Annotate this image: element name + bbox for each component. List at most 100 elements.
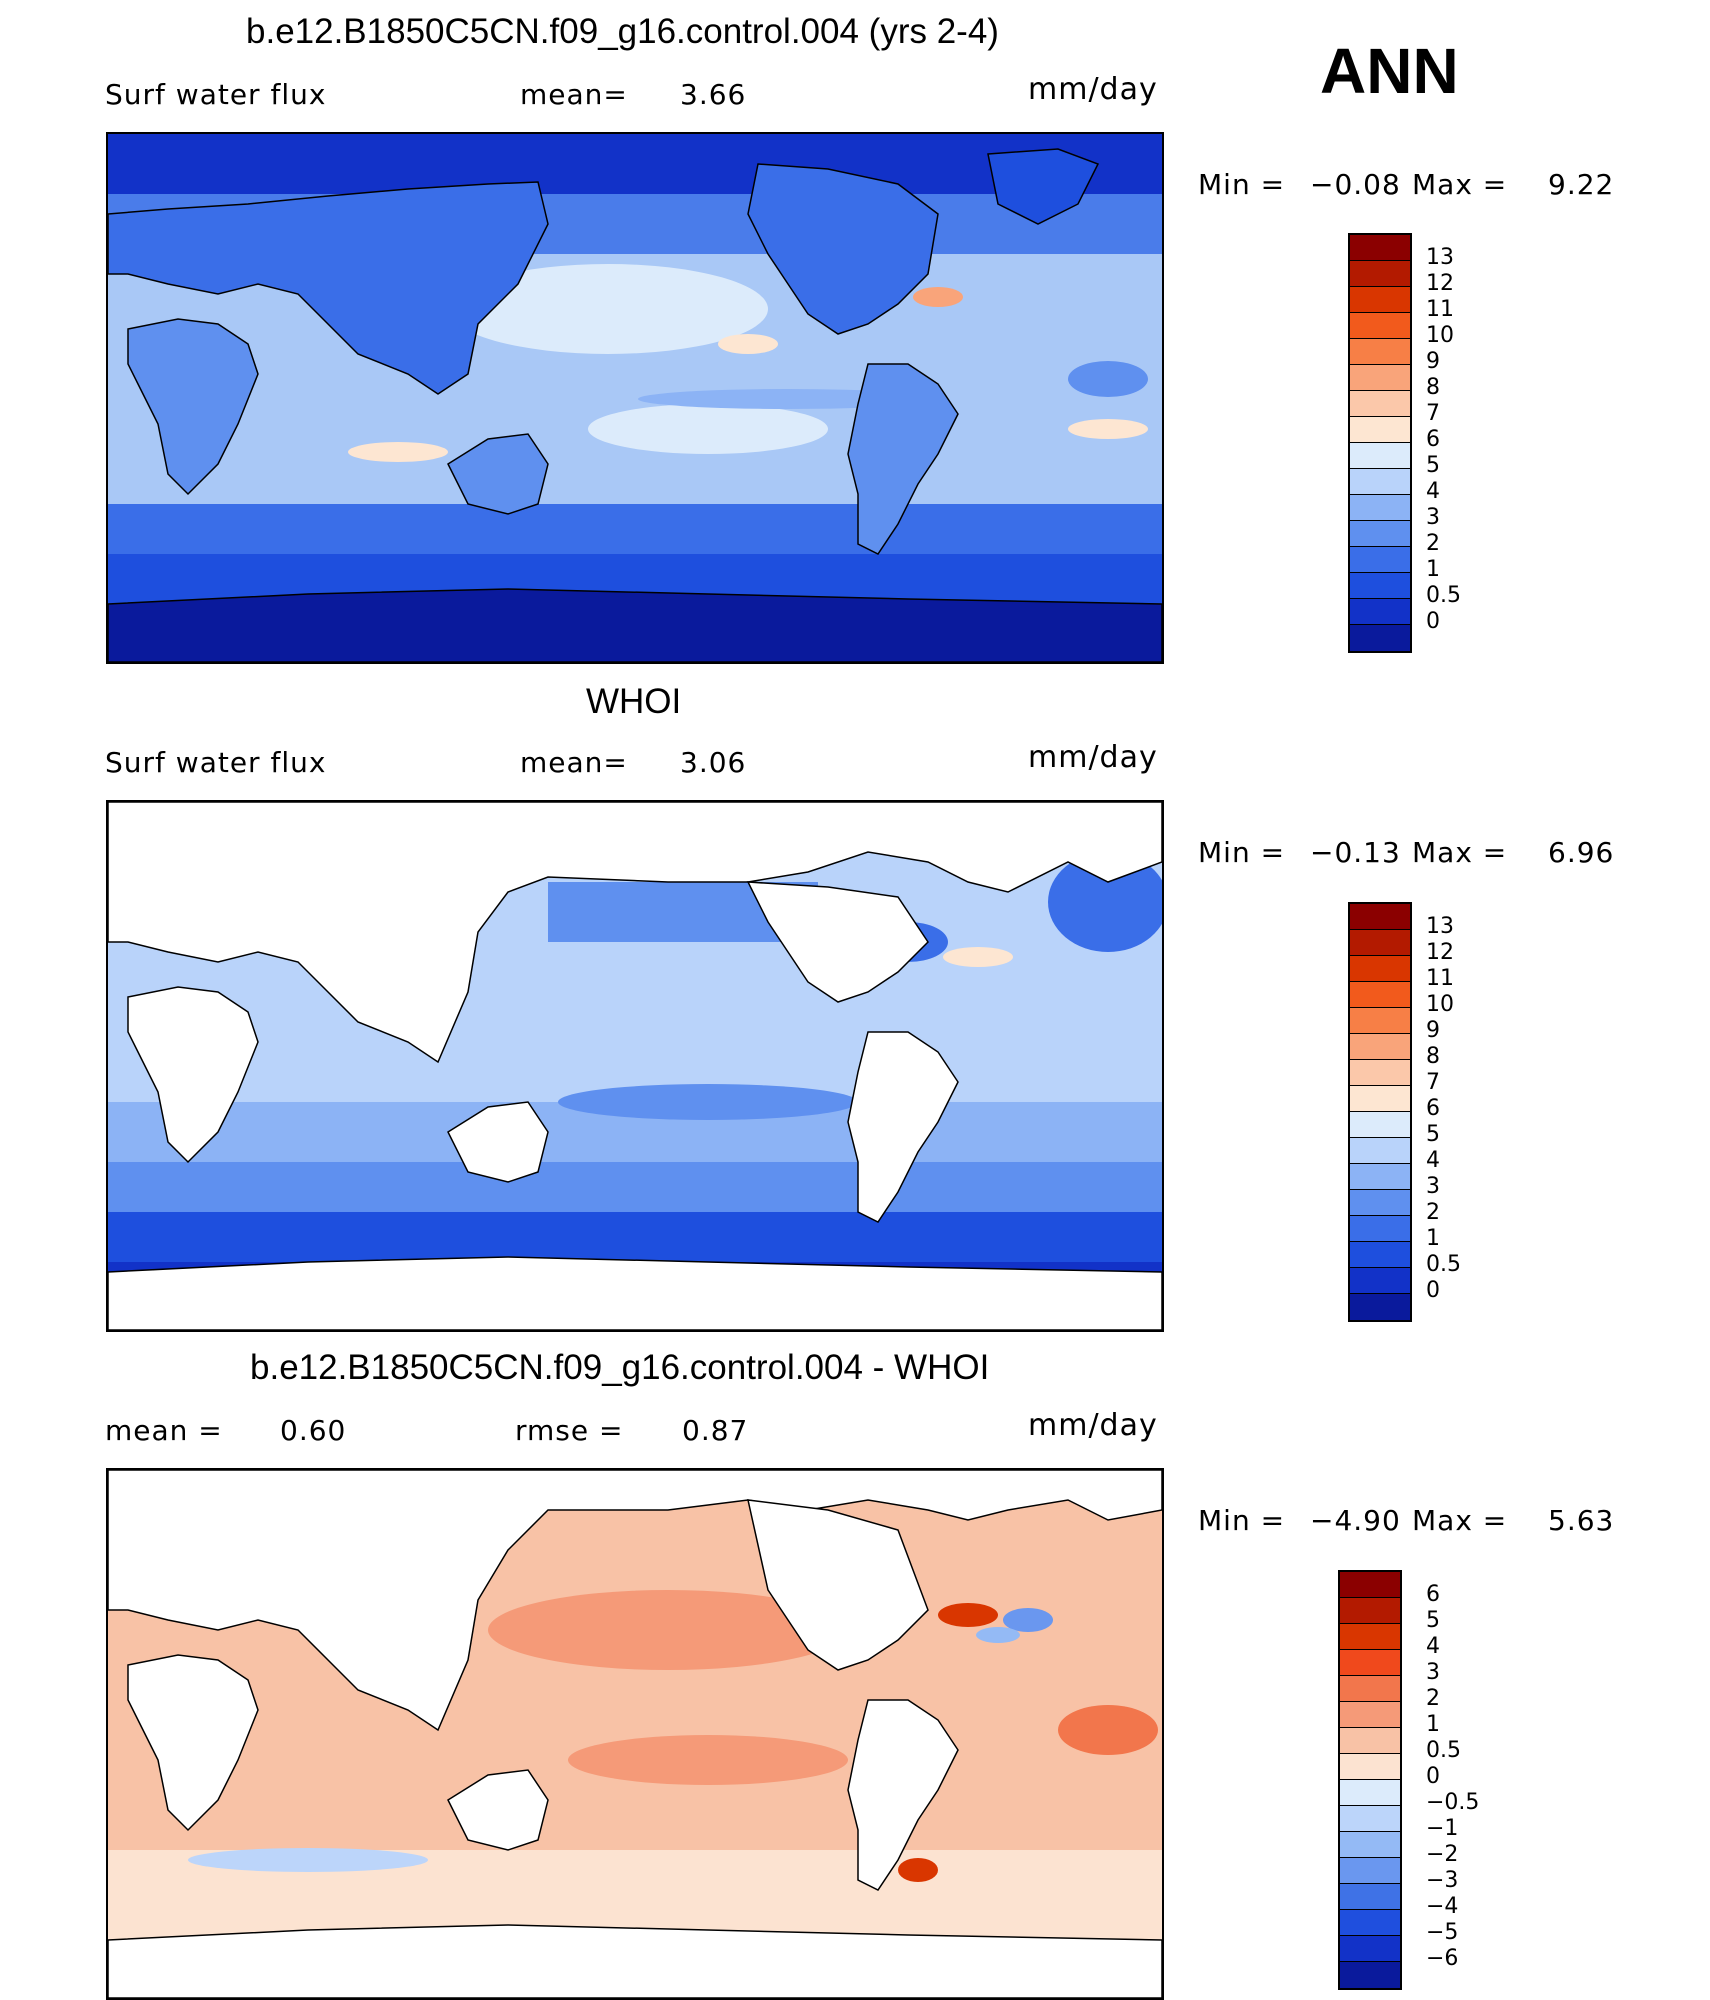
- panel2-max-value: 6.96: [1548, 836, 1615, 869]
- panel2-mean-value: 3.06: [680, 746, 747, 779]
- colorbar-tick-label: 9: [1426, 349, 1440, 374]
- panel1-mean-value: 3.66: [680, 78, 747, 111]
- panel2-min-value: −0.13: [1310, 836, 1401, 869]
- panel2-max-label: Max =: [1412, 836, 1508, 869]
- colorbar-tick-label: −2: [1426, 1842, 1459, 1867]
- panel3-colorbar: [1338, 1570, 1402, 1990]
- panel2-units: mm/day: [1028, 740, 1158, 775]
- colorbar-segment: [1350, 1164, 1410, 1190]
- panel1-units: mm/day: [1028, 72, 1158, 107]
- colorbar-tick-label: −5: [1426, 1920, 1459, 1945]
- colorbar-segment: [1350, 235, 1410, 261]
- colorbar-tick-label: 0.5: [1426, 1252, 1461, 1277]
- colorbar-tick-label: 2: [1426, 1200, 1440, 1225]
- colorbar-tick-label: 4: [1426, 1634, 1440, 1659]
- colorbar-tick-label: 6: [1426, 1582, 1440, 1607]
- colorbar-segment: [1350, 469, 1410, 495]
- colorbar-tick-label: −4: [1426, 1894, 1459, 1919]
- panel1-mean-label: mean=: [520, 78, 628, 111]
- colorbar-segment: [1350, 365, 1410, 391]
- panel3-max-label: Max =: [1412, 1504, 1508, 1537]
- colorbar-tick-label: 6: [1426, 1096, 1440, 1121]
- panel1-map: [106, 132, 1164, 664]
- colorbar-tick-label: −3: [1426, 1868, 1459, 1893]
- colorbar-tick-label: 0: [1426, 1764, 1440, 1789]
- colorbar-segment: [1340, 1572, 1400, 1598]
- colorbar-segment: [1340, 1858, 1400, 1884]
- panel3-mean-label: mean =: [105, 1414, 223, 1447]
- panel1-min-value: −0.08: [1310, 168, 1401, 201]
- colorbar-tick-label: 13: [1426, 914, 1454, 939]
- colorbar-tick-label: 3: [1426, 505, 1440, 530]
- colorbar-tick-label: 11: [1426, 297, 1454, 322]
- colorbar-segment: [1340, 1624, 1400, 1650]
- colorbar-tick-label: 1: [1426, 1712, 1440, 1737]
- colorbar-tick-label: 2: [1426, 531, 1440, 556]
- colorbar-segment: [1350, 261, 1410, 287]
- colorbar-segment: [1340, 1598, 1400, 1624]
- panel3-colorbar-ticks: 6 5 4 3 2 1 0.5 0 −0.5 −1 −2 −3 −4 −5 −6: [1426, 1570, 1496, 1986]
- colorbar-tick-label: 13: [1426, 245, 1454, 270]
- colorbar-segment: [1350, 313, 1410, 339]
- colorbar-tick-label: 12: [1426, 940, 1454, 965]
- colorbar-segment: [1350, 495, 1410, 521]
- panel2-mean-label: mean=: [520, 746, 628, 779]
- panel1-title: b.e12.B1850C5CN.f09_g16.control.004 (yrs…: [246, 12, 999, 51]
- colorbar-tick-label: 0.5: [1426, 583, 1461, 608]
- colorbar-segment: [1340, 1650, 1400, 1676]
- colorbar-tick-label: 0: [1426, 609, 1440, 634]
- panel3-mean-value: 0.60: [280, 1414, 347, 1447]
- colorbar-segment: [1340, 1910, 1400, 1936]
- colorbar-segment: [1350, 904, 1410, 930]
- panel3-min-label: Min =: [1198, 1504, 1286, 1537]
- colorbar-tick-label: 0: [1426, 1278, 1440, 1303]
- colorbar-tick-label: 8: [1426, 1044, 1440, 1069]
- colorbar-tick-label: 6: [1426, 427, 1440, 452]
- colorbar-segment: [1340, 1832, 1400, 1858]
- colorbar-segment: [1350, 1242, 1410, 1268]
- colorbar-tick-label: 7: [1426, 401, 1440, 426]
- colorbar-tick-label: 10: [1426, 992, 1454, 1017]
- panel1-colorbar-ticks: 13 12 11 10 9 8 7 6 5 4 3 2 1 0.5 0: [1426, 233, 1486, 649]
- panel2-min-label: Min =: [1198, 836, 1286, 869]
- colorbar-segment: [1350, 1060, 1410, 1086]
- colorbar-segment: [1350, 599, 1410, 625]
- colorbar-segment: [1350, 1008, 1410, 1034]
- colorbar-segment: [1340, 1962, 1400, 1988]
- colorbar-segment: [1350, 1190, 1410, 1216]
- colorbar-segment: [1350, 1034, 1410, 1060]
- panel3-units: mm/day: [1028, 1408, 1158, 1443]
- colorbar-tick-label: 3: [1426, 1174, 1440, 1199]
- colorbar-segment: [1350, 391, 1410, 417]
- colorbar-segment: [1350, 521, 1410, 547]
- colorbar-tick-label: 10: [1426, 323, 1454, 348]
- colorbar-segment: [1350, 287, 1410, 313]
- panel2-colorbar: [1348, 902, 1412, 1322]
- panel3-rmse-value: 0.87: [682, 1414, 749, 1447]
- colorbar-segment: [1350, 417, 1410, 443]
- colorbar-tick-label: 5: [1426, 1608, 1440, 1633]
- colorbar-tick-label: 1: [1426, 557, 1440, 582]
- panel2-map-svg: [108, 802, 1162, 1330]
- colorbar-tick-label: 5: [1426, 1122, 1440, 1147]
- colorbar-segment: [1340, 1780, 1400, 1806]
- panel1-variable-label: Surf water flux: [105, 78, 327, 111]
- colorbar-tick-label: 8: [1426, 375, 1440, 400]
- panel2-map: [106, 800, 1164, 1332]
- colorbar-tick-label: −0.5: [1426, 1790, 1480, 1815]
- colorbar-segment: [1340, 1702, 1400, 1728]
- colorbar-segment: [1350, 547, 1410, 573]
- colorbar-segment: [1340, 1884, 1400, 1910]
- colorbar-tick-label: 9: [1426, 1018, 1440, 1043]
- colorbar-segment: [1350, 1138, 1410, 1164]
- colorbar-tick-label: 11: [1426, 966, 1454, 991]
- colorbar-segment: [1350, 443, 1410, 469]
- colorbar-segment: [1350, 1086, 1410, 1112]
- colorbar-segment: [1350, 1112, 1410, 1138]
- colorbar-segment: [1350, 625, 1410, 651]
- colorbar-segment: [1340, 1728, 1400, 1754]
- colorbar-tick-label: 0.5: [1426, 1738, 1461, 1763]
- panel3-min-value: −4.90: [1310, 1504, 1401, 1537]
- panel1-min-label: Min =: [1198, 168, 1286, 201]
- colorbar-tick-label: 12: [1426, 271, 1454, 296]
